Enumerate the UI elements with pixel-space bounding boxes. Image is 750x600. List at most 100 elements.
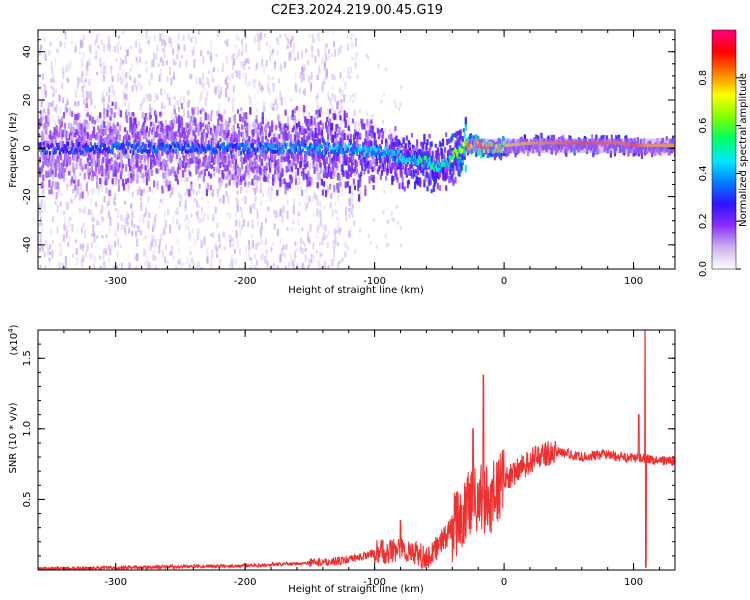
noise-cell (323, 260, 326, 269)
noise-cell (67, 64, 70, 72)
noise-cell (327, 115, 330, 124)
noise-cell (212, 232, 215, 239)
noise-cell (87, 190, 90, 197)
noise-cell (127, 215, 130, 220)
noise-cell (85, 97, 88, 106)
noise-cell (106, 103, 109, 110)
trace-cell (65, 144, 68, 149)
spectrum-cell (440, 152, 444, 160)
spectrum-cell (135, 153, 138, 161)
spectrum-cell (49, 171, 52, 177)
spectrum-cell (107, 171, 110, 180)
spectrum-cell (229, 173, 232, 181)
spectrum-cell (480, 151, 483, 159)
noise-cell (308, 238, 311, 245)
spectrum-cell (253, 159, 256, 165)
spectrum-cell (314, 127, 317, 135)
noise-cell (216, 30, 219, 38)
spectrum-cell (169, 134, 172, 142)
noise-cell (156, 94, 159, 101)
noise-cell (333, 228, 336, 237)
noise-cell (110, 189, 113, 197)
spectrum-cell (183, 127, 186, 133)
noise-cell (386, 139, 389, 144)
noise-cell (124, 200, 127, 205)
noise-cell (274, 131, 277, 139)
spectrum-cell (128, 158, 131, 167)
spectrum-cell (189, 121, 192, 129)
spectrum-cell (232, 164, 235, 169)
noise-cell (333, 254, 336, 261)
spectrum-cell (80, 123, 83, 131)
noise-cell (350, 229, 353, 239)
noise-cell (68, 219, 71, 228)
noise-cell (251, 204, 254, 208)
spectrum-cell (233, 114, 236, 121)
noise-cell (334, 94, 337, 102)
noise-cell (96, 220, 99, 226)
noise-cell (337, 262, 340, 269)
spectrum-cell (348, 185, 351, 194)
spectrum-cell (364, 166, 367, 172)
spectrum-cell (180, 103, 184, 110)
spectrum-cell (286, 182, 289, 188)
noise-cell (117, 73, 120, 82)
noise-cell (178, 223, 181, 231)
trace-cell (58, 150, 61, 155)
spectrum-cell (316, 111, 319, 119)
noise-cell (190, 192, 193, 197)
spectrum-cell (225, 183, 228, 188)
noise-cell (104, 65, 107, 75)
noise-cell (126, 49, 129, 57)
spectrum-cell (446, 168, 449, 175)
spectrum-cell (132, 123, 135, 131)
noise-cell (216, 245, 219, 252)
spectrum-cell (452, 167, 455, 176)
noise-cell (303, 201, 306, 206)
noise-cell (165, 60, 168, 65)
noise-cell (125, 72, 128, 78)
spectrum-cell (108, 189, 111, 197)
spectrum-cell (102, 128, 105, 137)
spectrum-cell (425, 146, 428, 154)
noise-cell (48, 257, 51, 262)
noise-cell (212, 78, 215, 83)
noise-cell (86, 181, 89, 186)
trace-cell (71, 146, 74, 151)
noise-cell (50, 78, 53, 83)
noise-cell (240, 60, 243, 67)
spectrum-cell (192, 149, 195, 157)
noise-cell (69, 216, 72, 221)
spectrum-cell (99, 112, 102, 119)
noise-cell (145, 61, 148, 65)
noise-cell (131, 63, 134, 68)
noise-cell (196, 210, 199, 219)
spectrum-cell (252, 128, 255, 137)
noise-cell (255, 266, 258, 269)
spectrum-cell (209, 127, 213, 135)
spectrum-cell (225, 175, 228, 180)
noise-cell (147, 244, 150, 250)
noise-cell (103, 248, 106, 254)
noise-cell (196, 262, 199, 269)
spectrum-cell (165, 160, 168, 168)
spectrum-cell (322, 170, 326, 178)
noise-cell (43, 204, 46, 213)
spectrum-cell (194, 134, 197, 142)
noise-cell (144, 249, 147, 256)
noise-cell (136, 60, 139, 68)
spectrum-cell (605, 135, 608, 142)
noise-cell (152, 52, 155, 60)
noise-cell (191, 49, 194, 57)
noise-cell (176, 156, 179, 166)
noise-cell (213, 67, 216, 72)
noise-cell (52, 87, 55, 97)
spectrum-cell (341, 164, 344, 172)
noise-cell (350, 207, 353, 214)
noise-cell (143, 248, 146, 257)
noise-cell (238, 265, 241, 269)
spectrum-cell (121, 163, 125, 169)
noise-cell (137, 265, 140, 269)
noise-cell (231, 114, 234, 122)
noise-cell (324, 44, 327, 53)
